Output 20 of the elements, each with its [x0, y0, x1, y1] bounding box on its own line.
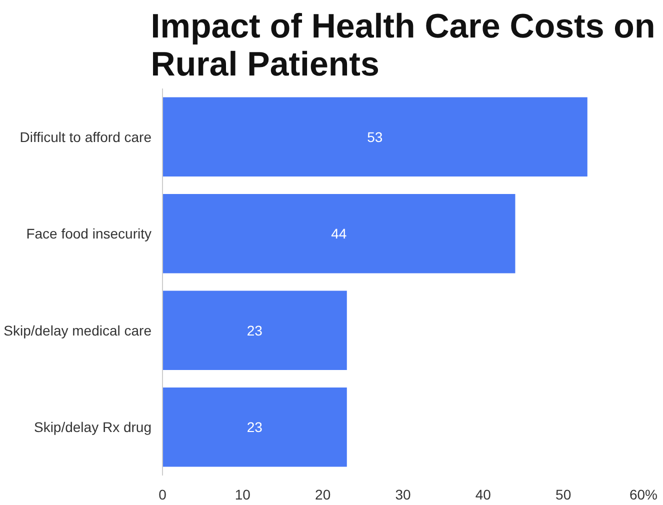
x-tick-label: 30	[395, 486, 411, 502]
y-tick-label: Skip/delay medical care	[4, 322, 152, 338]
x-tick-label: 40	[475, 486, 492, 502]
x-tick-label: 50	[556, 486, 572, 502]
x-tick-label: 10	[234, 486, 251, 502]
bar	[162, 387, 347, 467]
bar	[162, 194, 516, 274]
chart-title: Impact of Health Care Costs on Rural Patients	[150, 8, 656, 84]
bar	[162, 290, 347, 370]
y-tick-label: Skip/delay Rx drug	[34, 419, 152, 436]
x-tick-label: 60%	[629, 486, 658, 502]
y-tick-label: Face food insecurity	[26, 226, 152, 242]
y-tick-label: Difficult to afford care	[20, 128, 152, 145]
bar	[162, 97, 588, 177]
data-label: 23	[246, 322, 263, 338]
data-label: 53	[367, 128, 383, 145]
data-label: 44	[331, 226, 347, 242]
x-tick-label: 0	[158, 486, 167, 502]
x-tick-label: 20	[315, 486, 331, 502]
data-label: 23	[246, 419, 263, 436]
